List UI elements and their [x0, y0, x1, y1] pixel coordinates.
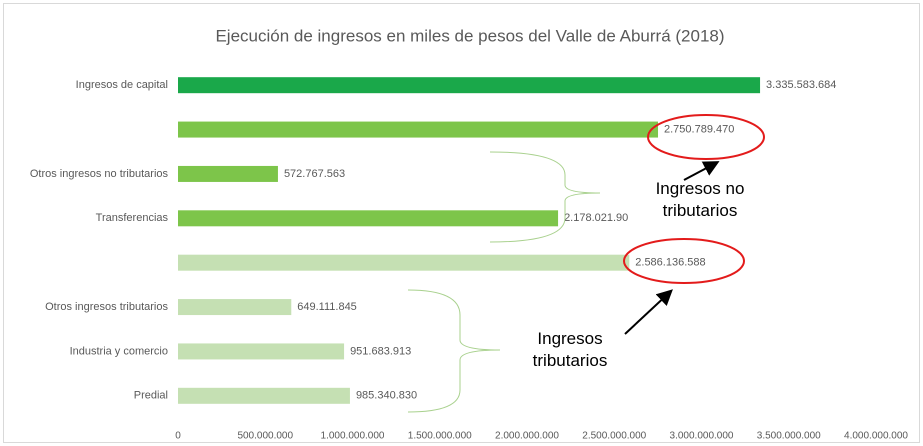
x-tick-label: 3.000.000.000 — [670, 431, 734, 442]
bar — [178, 254, 630, 271]
y-tick-label: Otros ingresos no tributarios — [30, 168, 169, 180]
value-label: 951.683.913 — [350, 345, 411, 357]
value-label: 2.750.789.470 — [664, 123, 734, 135]
x-tick-label: 2.500.000.000 — [582, 431, 646, 442]
x-tick-label: 2.000.000.000 — [495, 431, 559, 442]
highlight-ellipse — [623, 238, 745, 284]
highlight-ellipse — [647, 114, 765, 160]
bar — [178, 165, 278, 182]
bar — [178, 121, 659, 138]
bar — [178, 299, 292, 316]
value-label: 3.335.583.684 — [766, 79, 836, 91]
braces — [407, 151, 601, 413]
x-tick-label: 4.000.000.000 — [844, 431, 908, 442]
x-tick-label: 0 — [175, 431, 181, 442]
y-tick-label: Transferencias — [96, 212, 169, 224]
value-label: 572.767.563 — [284, 168, 345, 180]
bar — [178, 77, 761, 94]
y-tick-label: Industria y comercio — [70, 345, 168, 357]
y-tick-label: Otros ingresos tributarios — [45, 301, 168, 313]
annotation: Ingresos tributarios — [532, 329, 608, 370]
x-tick-label: 3.500.000.000 — [757, 431, 821, 442]
brace-no-tributarios — [489, 151, 601, 243]
chart-title: Ejecución de ingresos en miles de pesos … — [215, 26, 724, 45]
bar — [178, 343, 345, 360]
bar — [178, 210, 559, 227]
annotation: Ingresos no tributarios — [655, 179, 745, 220]
arrow — [624, 289, 673, 335]
value-label: 985.340.830 — [356, 390, 417, 402]
brace-tributarios — [407, 289, 501, 413]
y-tick-label: Predial — [134, 390, 168, 402]
x-tick-label: 1.000.000.000 — [321, 431, 385, 442]
value-label: 2.178.021.90 — [564, 212, 628, 224]
arrow — [683, 161, 720, 181]
value-label: 649.111.845 — [297, 301, 357, 313]
x-tick-label: 1.500.000.000 — [408, 431, 472, 442]
bar — [178, 387, 350, 404]
y-tick-label: Ingresos de capital — [76, 79, 168, 91]
x-tick-label: 500.000.000 — [237, 431, 293, 442]
value-label: 2.586.136.588 — [635, 257, 705, 269]
